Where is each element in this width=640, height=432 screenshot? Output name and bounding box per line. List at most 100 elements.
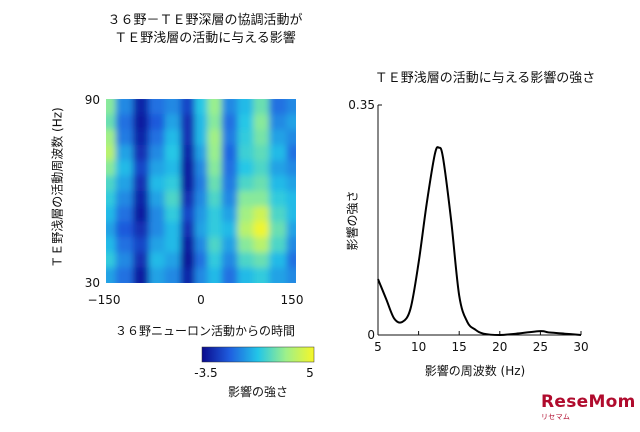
heatmap-cell	[148, 267, 166, 283]
colorbar-max-label: 5	[306, 366, 314, 380]
heatmap-cell	[221, 129, 239, 146]
heatmap-cell	[180, 114, 196, 131]
heatmap-cell	[253, 99, 270, 115]
line-chart-x-axis-label: 影響の周波数 (Hz)	[424, 364, 526, 378]
watermark-small: リセマム	[541, 413, 571, 421]
heatmap-cell	[180, 237, 196, 253]
heatmap-cell	[115, 160, 134, 177]
heatmap-cell	[253, 175, 270, 192]
heatmap-cell	[115, 191, 134, 207]
heatmap-title-line2: ＴＥ野浅層の活動に与える影響	[114, 31, 296, 46]
heatmap-cell	[253, 237, 270, 253]
colorbar	[201, 346, 315, 363]
heatmap-cell	[148, 221, 166, 238]
heatmap-cell	[221, 99, 239, 115]
heatmap-cell	[115, 129, 134, 146]
heatmap-cell	[269, 99, 288, 115]
colorbar-label: 影響の強さ	[227, 385, 288, 399]
heatmap-cell	[106, 129, 117, 146]
heatmap-plot	[106, 99, 296, 283]
heatmap-cell	[237, 267, 254, 283]
heatmap-cell	[148, 129, 166, 146]
heatmap-cell	[148, 160, 166, 177]
heatmap-cell	[194, 252, 208, 269]
heatmap-cell	[132, 221, 150, 238]
heatmap-cell	[164, 221, 182, 238]
line-x-tick-label: 30	[573, 340, 589, 354]
heatmap-cell	[132, 160, 150, 177]
heatmap-cell	[269, 175, 288, 192]
heatmap-cell	[253, 191, 270, 207]
heatmap-cell	[286, 160, 296, 177]
heatmap-cell	[132, 206, 150, 223]
heatmap-cell	[207, 160, 223, 177]
colorbar-gradient	[201, 346, 315, 363]
heatmap-cell	[269, 267, 288, 283]
heatmap-cell	[180, 252, 196, 269]
heatmap-cell	[132, 99, 150, 115]
heatmap-cell	[164, 237, 182, 253]
heatmap-cell	[132, 267, 150, 283]
heatmap-x-tick-center: 0	[197, 293, 205, 307]
heatmap-cell	[237, 237, 254, 253]
heatmap-cell	[148, 145, 166, 161]
heatmap-cell	[237, 191, 254, 207]
heatmap-cell	[132, 175, 150, 192]
heatmap-cell	[207, 206, 223, 223]
heatmap-cell	[115, 206, 134, 223]
heatmap-cell	[221, 221, 239, 238]
heatmap-cell	[221, 191, 239, 207]
heatmap-cell	[253, 145, 270, 161]
heatmap-cell	[148, 191, 166, 207]
heatmap-cell	[221, 114, 239, 131]
heatmap-cell	[106, 206, 117, 223]
heatmap-cell	[164, 191, 182, 207]
heatmap-cell	[221, 237, 239, 253]
heatmap-cell	[132, 191, 150, 207]
heatmap-cell	[269, 191, 288, 207]
heatmap-cell	[237, 160, 254, 177]
heatmap-cell	[269, 237, 288, 253]
heatmap-cell	[180, 99, 196, 115]
heatmap-cell	[115, 145, 134, 161]
heatmap-cell	[106, 221, 117, 238]
heatmap-cell	[115, 99, 134, 115]
heatmap-cell	[269, 145, 288, 161]
heatmap-cell	[180, 160, 196, 177]
heatmap-cell	[164, 252, 182, 269]
heatmap-cell	[207, 175, 223, 192]
heatmap-cell	[194, 267, 208, 283]
heatmap-cell	[164, 145, 182, 161]
heatmap-cell	[221, 160, 239, 177]
heatmap-cell	[115, 114, 134, 131]
heatmap-cell	[194, 237, 208, 253]
heatmap-cell	[132, 252, 150, 269]
heatmap-cell	[253, 129, 270, 146]
heatmap-x-axis-label: ３６野ニューロン活動からの時間	[114, 324, 295, 338]
line-chart-title: ＴＥ野浅層の活動に与える影響の強さ	[374, 71, 596, 86]
heatmap-cell	[164, 129, 182, 146]
heatmap-cell	[207, 129, 223, 146]
heatmap-cell	[207, 191, 223, 207]
heatmap-cell	[237, 221, 254, 238]
line-x-tick-label: 15	[451, 340, 467, 354]
heatmap-cell	[115, 237, 134, 253]
heatmap-cell	[106, 145, 117, 161]
heatmap-cell	[194, 175, 208, 192]
heatmap-y-axis-label: ＴＥ野浅層の活動周波数 (Hz)	[50, 107, 65, 268]
heatmap-cell	[106, 237, 117, 253]
line-chart-y-axis-label: 影響の強さ	[345, 190, 360, 251]
heatmap-cell	[180, 175, 196, 192]
heatmap-x-tick-left: −150	[87, 293, 121, 307]
heatmap-cell	[194, 221, 208, 238]
heatmap-cell	[207, 237, 223, 253]
heatmap-cell	[269, 114, 288, 131]
heatmap-cell	[237, 99, 254, 115]
heatmap-cell	[194, 129, 208, 146]
heatmap-cell	[164, 206, 182, 223]
heatmap-cell	[132, 114, 150, 131]
heatmap-cell	[286, 252, 296, 269]
line-y-tick-bottom: 0	[367, 328, 375, 342]
heatmap-cell	[286, 221, 296, 238]
heatmap-cell	[269, 129, 288, 146]
